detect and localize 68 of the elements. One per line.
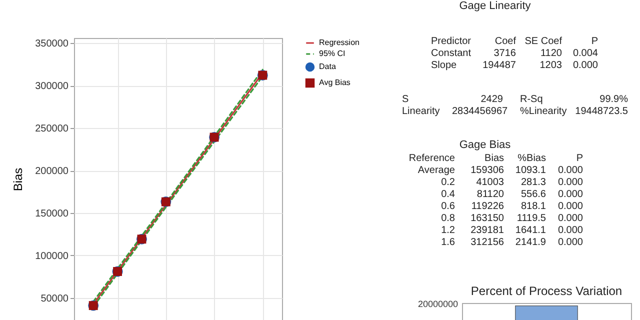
y-tick-label: 50000 [40, 293, 69, 304]
text: 2429 [480, 94, 503, 106]
text: %Linearity [520, 106, 567, 117]
text: 1093.1 [514, 165, 546, 177]
chart-title: Percent of Process Variation [470, 284, 622, 298]
text: 0.2 [440, 177, 455, 189]
text: 163150 [470, 213, 504, 225]
text: 0.000 [556, 177, 583, 189]
text: 0.000 [556, 165, 583, 177]
text: Bias [484, 153, 504, 165]
text: Linearity [402, 106, 441, 118]
y-tick-label: 150000 [35, 208, 69, 220]
y-tick-label: 300000 [35, 81, 69, 92]
text: 1120 [539, 48, 562, 60]
y-tick-label: 100000 [35, 250, 69, 262]
text: SE Coef [524, 36, 562, 48]
y-tick-label: 350000 [35, 38, 69, 50]
text: 41003 [475, 177, 504, 189]
text: 239181 [470, 225, 504, 237]
y-tick-label: 250000 [35, 124, 69, 135]
text: 281.3 [520, 177, 546, 189]
text: 0.6 [440, 201, 455, 213]
text: 0.004 [572, 48, 598, 60]
text: 0.000 [572, 60, 598, 72]
text: Coef [494, 36, 516, 48]
text: 1641.1 [514, 225, 546, 237]
text: R-Sq [519, 94, 544, 106]
text: Constant [431, 48, 472, 60]
text: Predictor [431, 36, 472, 48]
text: S [402, 94, 410, 106]
text: 0.000 [556, 237, 583, 249]
text: 312156 [470, 237, 504, 249]
text: 2834456967 [452, 106, 508, 118]
legend-label: 95% CI [319, 49, 346, 58]
text: 20000000 [416, 299, 458, 310]
legend-label: Regression [319, 38, 360, 47]
text: 0.8 [440, 213, 455, 225]
text: Gage Linearity [458, 0, 532, 12]
text: 0.000 [556, 225, 583, 237]
y-axis-title: Bias [11, 168, 26, 192]
text: 0.4 [440, 189, 455, 201]
text: 1119.5 [516, 213, 546, 225]
text: P [590, 36, 598, 48]
text: 0.000 [556, 201, 583, 213]
text: Slope [431, 60, 458, 72]
text: 0.000 [556, 213, 583, 225]
text: 1.2 [440, 225, 455, 237]
text: 81120 [476, 189, 504, 201]
text: 19448723.5 [574, 106, 628, 118]
text: 818.1 [520, 201, 546, 213]
text: Average [416, 165, 455, 177]
text: %Bias [516, 153, 546, 165]
text: 3716 [492, 48, 516, 60]
text: 0.000 [556, 189, 583, 201]
y-tick-label: 200000 [35, 166, 69, 178]
text: 1203 [538, 60, 562, 72]
legend-label: Data [319, 62, 336, 71]
text: Gage Bias [458, 139, 512, 151]
text: 99.9% [598, 94, 628, 106]
text: 2141.9 [514, 237, 546, 249]
text: 1.6 [440, 237, 455, 249]
text: P [575, 153, 583, 165]
text: 556.6 [520, 189, 546, 201]
text: 194487 [482, 60, 516, 72]
text: 119226 [470, 201, 504, 213]
text: Reference [408, 153, 455, 165]
text: 159306 [470, 165, 504, 177]
legend-label: Avg Bias [319, 78, 350, 87]
